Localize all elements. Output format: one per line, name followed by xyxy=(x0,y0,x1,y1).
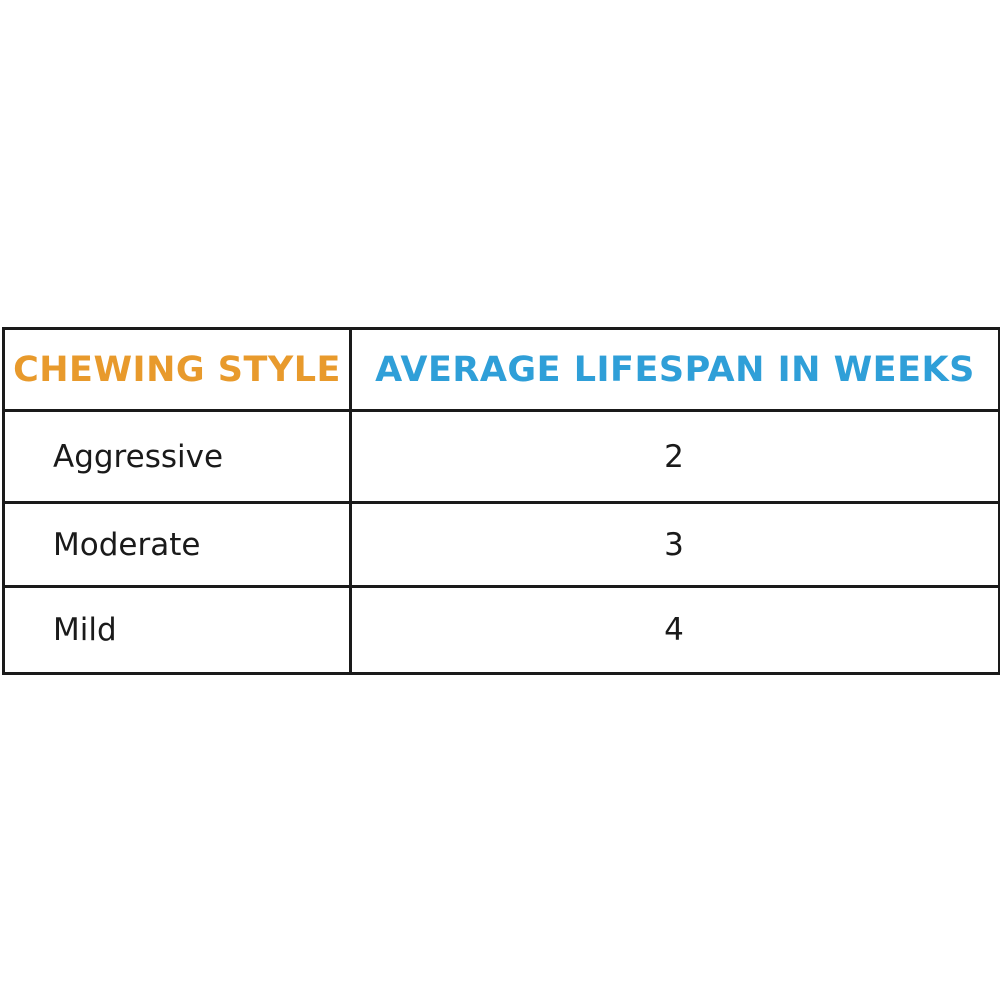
chewing-style-cell: Aggressive xyxy=(2,409,352,504)
chewing-style-cell: Moderate xyxy=(2,501,352,588)
lifespan-value-cell: 3 xyxy=(349,501,1000,588)
chewing-lifespan-table: CHEWING STYLE AVERAGE LIFESPAN IN WEEKS … xyxy=(2,327,1000,675)
table-row: Mild 4 xyxy=(2,585,1000,675)
table-header-row: CHEWING STYLE AVERAGE LIFESPAN IN WEEKS xyxy=(2,327,1000,412)
lifespan-value-cell: 2 xyxy=(349,409,1000,504)
lifespan-value-cell: 4 xyxy=(349,585,1000,675)
table-row: Moderate 3 xyxy=(2,501,1000,588)
chewing-style-cell: Mild xyxy=(2,585,352,675)
table-row: Aggressive 2 xyxy=(2,409,1000,504)
average-lifespan-header: AVERAGE LIFESPAN IN WEEKS xyxy=(349,327,1000,412)
chewing-style-header: CHEWING STYLE xyxy=(2,327,352,412)
